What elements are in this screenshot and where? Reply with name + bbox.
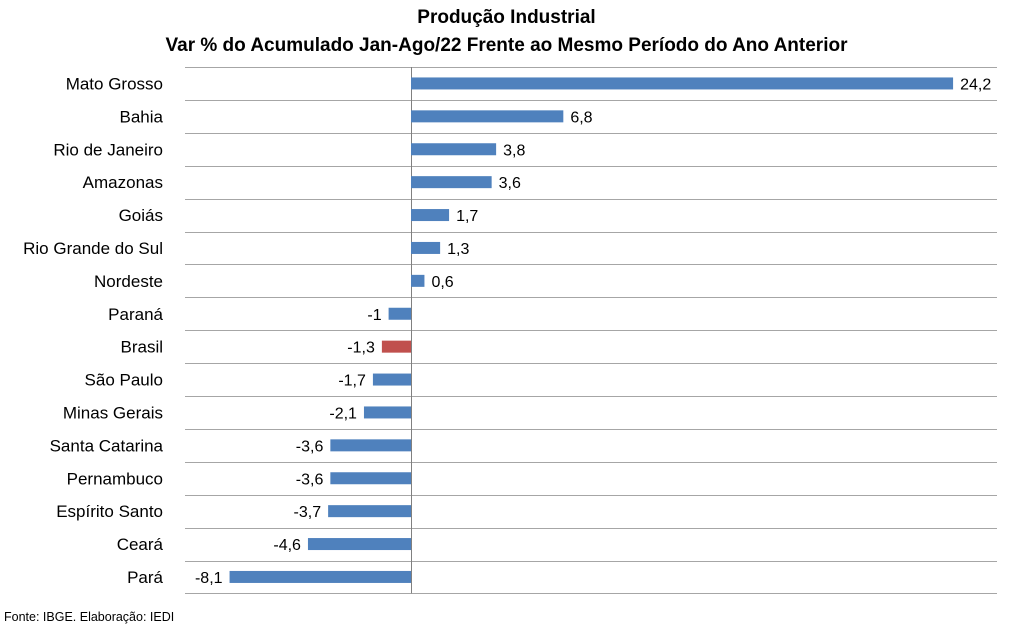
- category-label: São Paulo: [85, 371, 163, 390]
- data-label: -1,3: [347, 340, 375, 357]
- bar: [328, 505, 411, 518]
- data-label: -3,6: [296, 438, 324, 455]
- category-label: Brasil: [120, 338, 163, 357]
- bar: [411, 176, 492, 189]
- bar: [330, 472, 411, 485]
- category-label: Santa Catarina: [50, 436, 164, 455]
- bar: [363, 406, 411, 419]
- bar: [307, 538, 411, 551]
- data-label: -8,1: [195, 570, 223, 587]
- category-label: Rio de Janeiro: [53, 140, 163, 159]
- data-label: -4,6: [273, 537, 301, 554]
- bar: [411, 241, 441, 254]
- data-label: 3,8: [503, 142, 525, 159]
- bar: [411, 143, 497, 156]
- bar: [388, 307, 411, 320]
- category-label: Rio Grande do Sul: [23, 239, 163, 258]
- bar: [411, 77, 954, 90]
- data-label: 3,6: [499, 175, 521, 192]
- bar: [381, 340, 411, 353]
- category-label: Pernambuco: [67, 469, 163, 488]
- bar: [372, 373, 411, 386]
- data-label: 1,7: [456, 208, 478, 225]
- category-label: Paraná: [108, 305, 163, 324]
- category-label: Ceará: [117, 535, 164, 554]
- data-label: -2,1: [329, 405, 357, 422]
- category-label: Goiás: [119, 206, 163, 225]
- data-label: -3,7: [294, 504, 322, 521]
- source-note: Fonte: IBGE. Elaboração: IEDI: [4, 610, 175, 624]
- chart-subtitle: Var % do Acumulado Jan-Ago/22 Frente ao …: [165, 35, 848, 56]
- category-label: Bahia: [120, 107, 164, 126]
- bar: [411, 274, 425, 287]
- chart-title: Produção Industrial: [417, 7, 596, 28]
- category-label: Minas Gerais: [63, 403, 163, 422]
- data-label: -1: [367, 307, 381, 324]
- category-label: Mato Grosso: [66, 74, 163, 93]
- category-label: Pará: [127, 568, 163, 587]
- bar: [411, 110, 564, 123]
- bar: [411, 209, 450, 222]
- data-label: 6,8: [570, 109, 592, 126]
- category-label: Espírito Santo: [56, 502, 163, 521]
- category-label: Amazonas: [83, 173, 163, 192]
- category-label: Nordeste: [94, 272, 163, 291]
- data-label: 24,2: [960, 76, 991, 93]
- bar: [330, 439, 411, 452]
- data-label: -1,7: [338, 373, 366, 390]
- data-label: -3,6: [296, 471, 324, 488]
- data-label: 1,3: [447, 241, 469, 258]
- bar: [229, 570, 411, 583]
- data-label: 0,6: [431, 274, 453, 291]
